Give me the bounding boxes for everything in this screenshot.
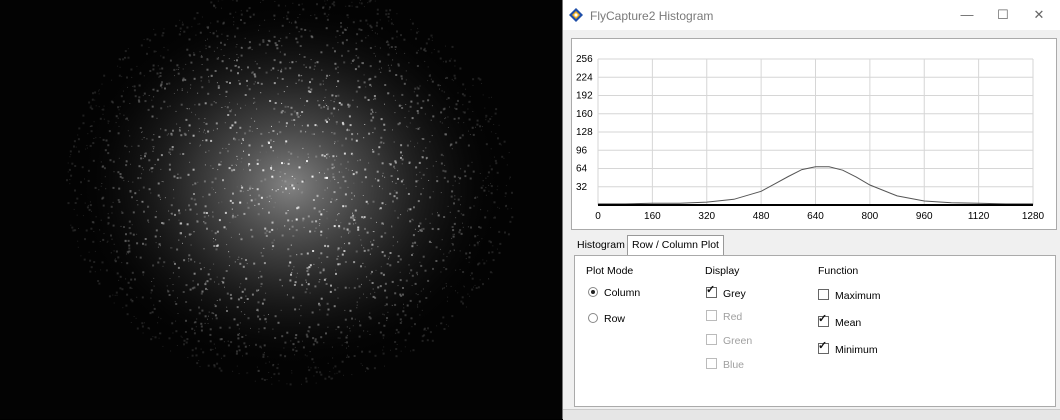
checkbox-empty-icon: [818, 289, 829, 300]
y-tick-label: 64: [576, 164, 588, 175]
x-tick-label: 800: [862, 211, 879, 222]
title-bar: FlyCapture2 Histogram — ☐ ✕: [563, 0, 1060, 30]
checkbox-checked-icon: ✓: [706, 287, 717, 298]
minimize-icon: —: [961, 7, 974, 22]
y-tick-label: 32: [576, 182, 588, 193]
row-label: Row: [604, 313, 625, 325]
tab-row-column-plot[interactable]: Row / Column Plot: [627, 235, 724, 256]
checkbox-checked-icon: ✓: [818, 343, 829, 354]
x-tick-label: 480: [753, 211, 770, 222]
mean-label: Mean: [835, 317, 861, 329]
mean-checkbox[interactable]: ✓ Mean: [818, 316, 861, 329]
y-tick-label: 96: [576, 145, 588, 156]
checkbox-empty-icon: [706, 334, 717, 345]
row-column-plot: 0 160 320 480 640 800 960 1120 1280 32 64 96 128 160 1…: [571, 38, 1057, 230]
grey-label: Grey: [723, 288, 746, 300]
y-tick-label: 256: [576, 54, 593, 65]
plot-settings-panel: Plot Mode Column Row Display ✓ Grey Red G…: [574, 255, 1056, 407]
blue-checkbox[interactable]: Blue: [706, 358, 744, 371]
minimum-label: Minimum: [835, 344, 878, 356]
minimum-checkbox[interactable]: ✓ Minimum: [818, 343, 878, 356]
x-tick-label: 1280: [1022, 211, 1045, 222]
row-radio[interactable]: Row: [588, 313, 625, 325]
plot-mode-header: Plot Mode: [586, 265, 633, 277]
checkbox-empty-icon: [706, 310, 717, 321]
x-tick-label: 640: [807, 211, 824, 222]
y-tick-label: 160: [576, 109, 593, 120]
x-tick-label: 160: [644, 211, 661, 222]
column-radio[interactable]: Column: [588, 287, 640, 299]
x-tick-label: 1120: [968, 211, 990, 222]
maximize-button[interactable]: ☐: [986, 4, 1020, 26]
red-label: Red: [723, 311, 742, 323]
tab-histogram[interactable]: Histogram: [575, 237, 627, 254]
maximize-icon: ☐: [997, 7, 1009, 22]
maximum-label: Maximum: [835, 290, 881, 302]
red-checkbox[interactable]: Red: [706, 310, 742, 323]
plot-canvas: 0 160 320 480 640 800 960 1120 1280 32 64 96 128 160 1…: [572, 39, 1056, 229]
close-button[interactable]: ✕: [1022, 4, 1056, 26]
camera-image-view: [0, 0, 562, 419]
flycapture-app-icon: [569, 8, 583, 22]
green-checkbox[interactable]: Green: [706, 334, 752, 347]
checkbox-empty-icon: [706, 358, 717, 369]
x-tick-label: 960: [916, 211, 933, 222]
radio-selected-icon: [588, 287, 598, 297]
minimize-button[interactable]: —: [950, 4, 984, 26]
checkbox-checked-icon: ✓: [818, 316, 829, 327]
maximum-checkbox[interactable]: Maximum: [818, 289, 881, 302]
x-tick-label: 320: [698, 211, 715, 222]
close-icon: ✕: [1034, 7, 1045, 22]
speckle-image: [0, 0, 562, 419]
x-tick-label: 0: [595, 211, 601, 222]
column-label: Column: [604, 287, 640, 299]
window-title: FlyCapture2 Histogram: [590, 9, 713, 23]
function-header: Function: [818, 265, 858, 277]
histogram-window: FlyCapture2 Histogram — ☐ ✕ 0 160 320 480 64…: [562, 0, 1060, 419]
blue-label: Blue: [723, 359, 744, 371]
display-header: Display: [705, 265, 739, 277]
grey-checkbox[interactable]: ✓ Grey: [706, 287, 746, 300]
y-tick-label: 224: [576, 72, 593, 83]
green-label: Green: [723, 335, 752, 347]
y-tick-label: 192: [576, 91, 593, 102]
y-tick-label: 128: [576, 127, 593, 138]
status-bar: [563, 409, 1060, 420]
radio-empty-icon: [588, 313, 598, 323]
